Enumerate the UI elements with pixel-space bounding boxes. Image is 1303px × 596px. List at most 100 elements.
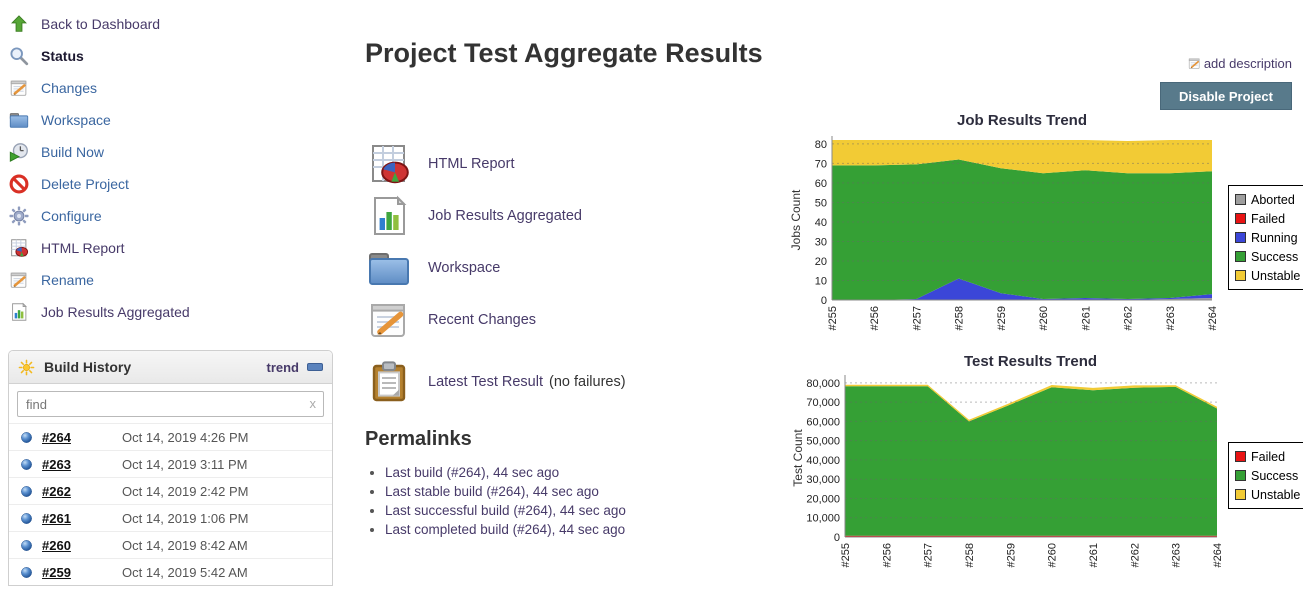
sidebar-item-workspace[interactable]: Workspace <box>8 104 348 136</box>
sidebar-item-label[interactable]: Delete Project <box>41 176 129 192</box>
doc-bars-icon <box>8 301 30 323</box>
workspace-link[interactable]: Workspace <box>428 260 501 276</box>
sidebar-item-job-results-aggregated[interactable]: Job Results Aggregated <box>8 296 348 328</box>
gear-icon <box>8 205 30 227</box>
svg-text:0: 0 <box>834 532 840 544</box>
svg-text:#256: #256 <box>881 543 893 567</box>
svg-text:Jobs Count: Jobs Count <box>790 189 803 250</box>
build-date: Oct 14, 2019 5:42 AM <box>122 564 248 580</box>
magnifier-icon <box>8 45 30 67</box>
svg-text:#255: #255 <box>827 306 839 330</box>
notepad-pencil-icon <box>8 77 30 99</box>
sidebar-item-html-report[interactable]: HTML Report <box>8 232 348 264</box>
sidebar-item-label[interactable]: Workspace <box>41 112 111 128</box>
sidebar-item-label[interactable]: Configure <box>41 208 102 224</box>
sidebar-item-build-now[interactable]: Build Now <box>8 136 348 168</box>
build-link[interactable]: #262 <box>42 483 71 499</box>
notepad-pencil-icon <box>1187 56 1202 71</box>
svg-text:Test Count: Test Count <box>791 429 805 487</box>
legend-item: Failed <box>1235 209 1300 228</box>
doc-bars-icon <box>365 192 413 240</box>
sidebar-item-label[interactable]: Status <box>41 48 84 64</box>
build-link[interactable]: #261 <box>42 510 71 526</box>
find-input[interactable] <box>17 391 324 417</box>
disable-project-button[interactable]: Disable Project <box>1160 82 1292 110</box>
permalink-item: Last build (#264), 44 sec ago <box>385 463 795 482</box>
add-description-link[interactable]: add description <box>1203 56 1292 71</box>
test-results-trend-block: Test Results Trend 0 10,000 20,000 30,000 40… <box>790 353 1303 596</box>
build-link[interactable]: #264 <box>42 429 71 445</box>
svg-text:#258: #258 <box>964 543 976 567</box>
recent-changes-link[interactable]: Recent Changes <box>428 312 537 328</box>
legend-label: Failed <box>1251 211 1286 226</box>
permalink-item: Last completed build (#264), 44 sec ago <box>385 520 795 539</box>
sidebar-item-label[interactable]: Job Results Aggregated <box>41 304 190 320</box>
last-build-link[interactable]: Last build (#264), 44 sec ago <box>385 465 560 480</box>
job-results-trend-legend: Aborted Failed Running Success Unstable <box>1228 185 1303 290</box>
svg-text:40: 40 <box>815 217 827 229</box>
legend-label: Failed <box>1251 449 1286 464</box>
sidebar-item-label[interactable]: Changes <box>41 80 98 96</box>
clipboard-icon <box>365 358 413 406</box>
blue-ball-icon <box>19 430 34 445</box>
clear-find-button[interactable]: x <box>309 396 317 411</box>
legend-swatch-icon <box>1235 194 1246 205</box>
build-row[interactable]: #260 Oct 14, 2019 8:42 AM <box>9 531 332 558</box>
build-date: Oct 14, 2019 8:42 AM <box>122 537 248 553</box>
legend-label: Success <box>1251 468 1299 483</box>
arrow-up-icon <box>8 13 30 35</box>
sidebar-item-label[interactable]: HTML Report <box>41 240 125 256</box>
blue-ball-icon <box>19 484 34 499</box>
sidebar-item-changes[interactable]: Changes <box>8 72 348 104</box>
sidebar-item-label[interactable]: Back to Dashboard <box>41 16 161 32</box>
sidebar-item-back-to-dashboard[interactable]: Back to Dashboard <box>8 8 348 40</box>
svg-text:#264: #264 <box>1207 306 1218 330</box>
sidebar-item-label[interactable]: Rename <box>41 272 94 288</box>
build-link[interactable]: #259 <box>42 564 71 580</box>
test-results-trend-title: Test Results Trend <box>963 353 1098 370</box>
permalink-item: Last stable build (#264), 44 sec ago <box>385 482 795 501</box>
last-successful-build-link[interactable]: Last successful build (#264), 44 sec ago <box>385 503 626 518</box>
legend-swatch-icon <box>1235 251 1246 262</box>
page-title: Project Test Aggregate Results <box>365 38 763 69</box>
svg-text:10: 10 <box>815 275 827 287</box>
legend-label: Unstable <box>1251 268 1301 283</box>
svg-text:#261: #261 <box>1088 543 1100 567</box>
build-link[interactable]: #260 <box>42 537 71 553</box>
collapse-pill-icon[interactable] <box>307 363 323 371</box>
sidebar-item-configure[interactable]: Configure <box>8 200 348 232</box>
no-failures-text: (no failures) <box>549 374 626 390</box>
build-row[interactable]: #264 Oct 14, 2019 4:26 PM <box>9 423 332 450</box>
blue-ball-icon <box>19 457 34 472</box>
legend-swatch-icon <box>1235 489 1246 500</box>
legend-label: Running <box>1251 230 1298 245</box>
link-row-workspace: Workspace <box>365 244 795 292</box>
svg-text:#263: #263 <box>1165 306 1177 330</box>
html-report-link[interactable]: HTML Report <box>428 156 515 172</box>
build-row[interactable]: #263 Oct 14, 2019 3:11 PM <box>9 450 332 477</box>
build-history-title: Build History <box>44 359 132 375</box>
build-history-panel: Build History trend x #264 Oct 14, 2019 … <box>8 350 333 586</box>
sidebar-item-rename[interactable]: Rename <box>8 264 348 296</box>
last-stable-build-link[interactable]: Last stable build (#264), 44 sec ago <box>385 484 599 499</box>
legend-swatch-icon <box>1235 213 1246 224</box>
sidebar-item-status[interactable]: Status <box>8 40 348 72</box>
legend-swatch-icon <box>1235 270 1246 281</box>
trend-link[interactable]: trend <box>266 359 300 375</box>
sheet-pie-icon <box>8 237 30 259</box>
latest-test-result-link[interactable]: Latest Test Result <box>428 374 543 390</box>
sidebar-item-delete-project[interactable]: Delete Project <box>8 168 348 200</box>
build-link[interactable]: #263 <box>42 456 71 472</box>
add-description[interactable]: add description <box>1187 56 1292 71</box>
build-row[interactable]: #262 Oct 14, 2019 2:42 PM <box>9 477 332 504</box>
sidebar-item-label[interactable]: Build Now <box>41 144 105 160</box>
svg-text:10,000: 10,000 <box>806 513 840 525</box>
last-completed-build-link[interactable]: Last completed build (#264), 44 sec ago <box>385 522 626 537</box>
svg-text:0: 0 <box>821 295 827 307</box>
job-results-aggregated-link[interactable]: Job Results Aggregated <box>428 208 582 224</box>
build-row[interactable]: #261 Oct 14, 2019 1:06 PM <box>9 504 332 531</box>
folder-icon <box>365 244 413 292</box>
job-results-trend-title: Job Results Trend <box>956 112 1088 129</box>
build-row[interactable]: #259 Oct 14, 2019 5:42 AM <box>9 558 332 585</box>
svg-text:#259: #259 <box>996 306 1008 330</box>
